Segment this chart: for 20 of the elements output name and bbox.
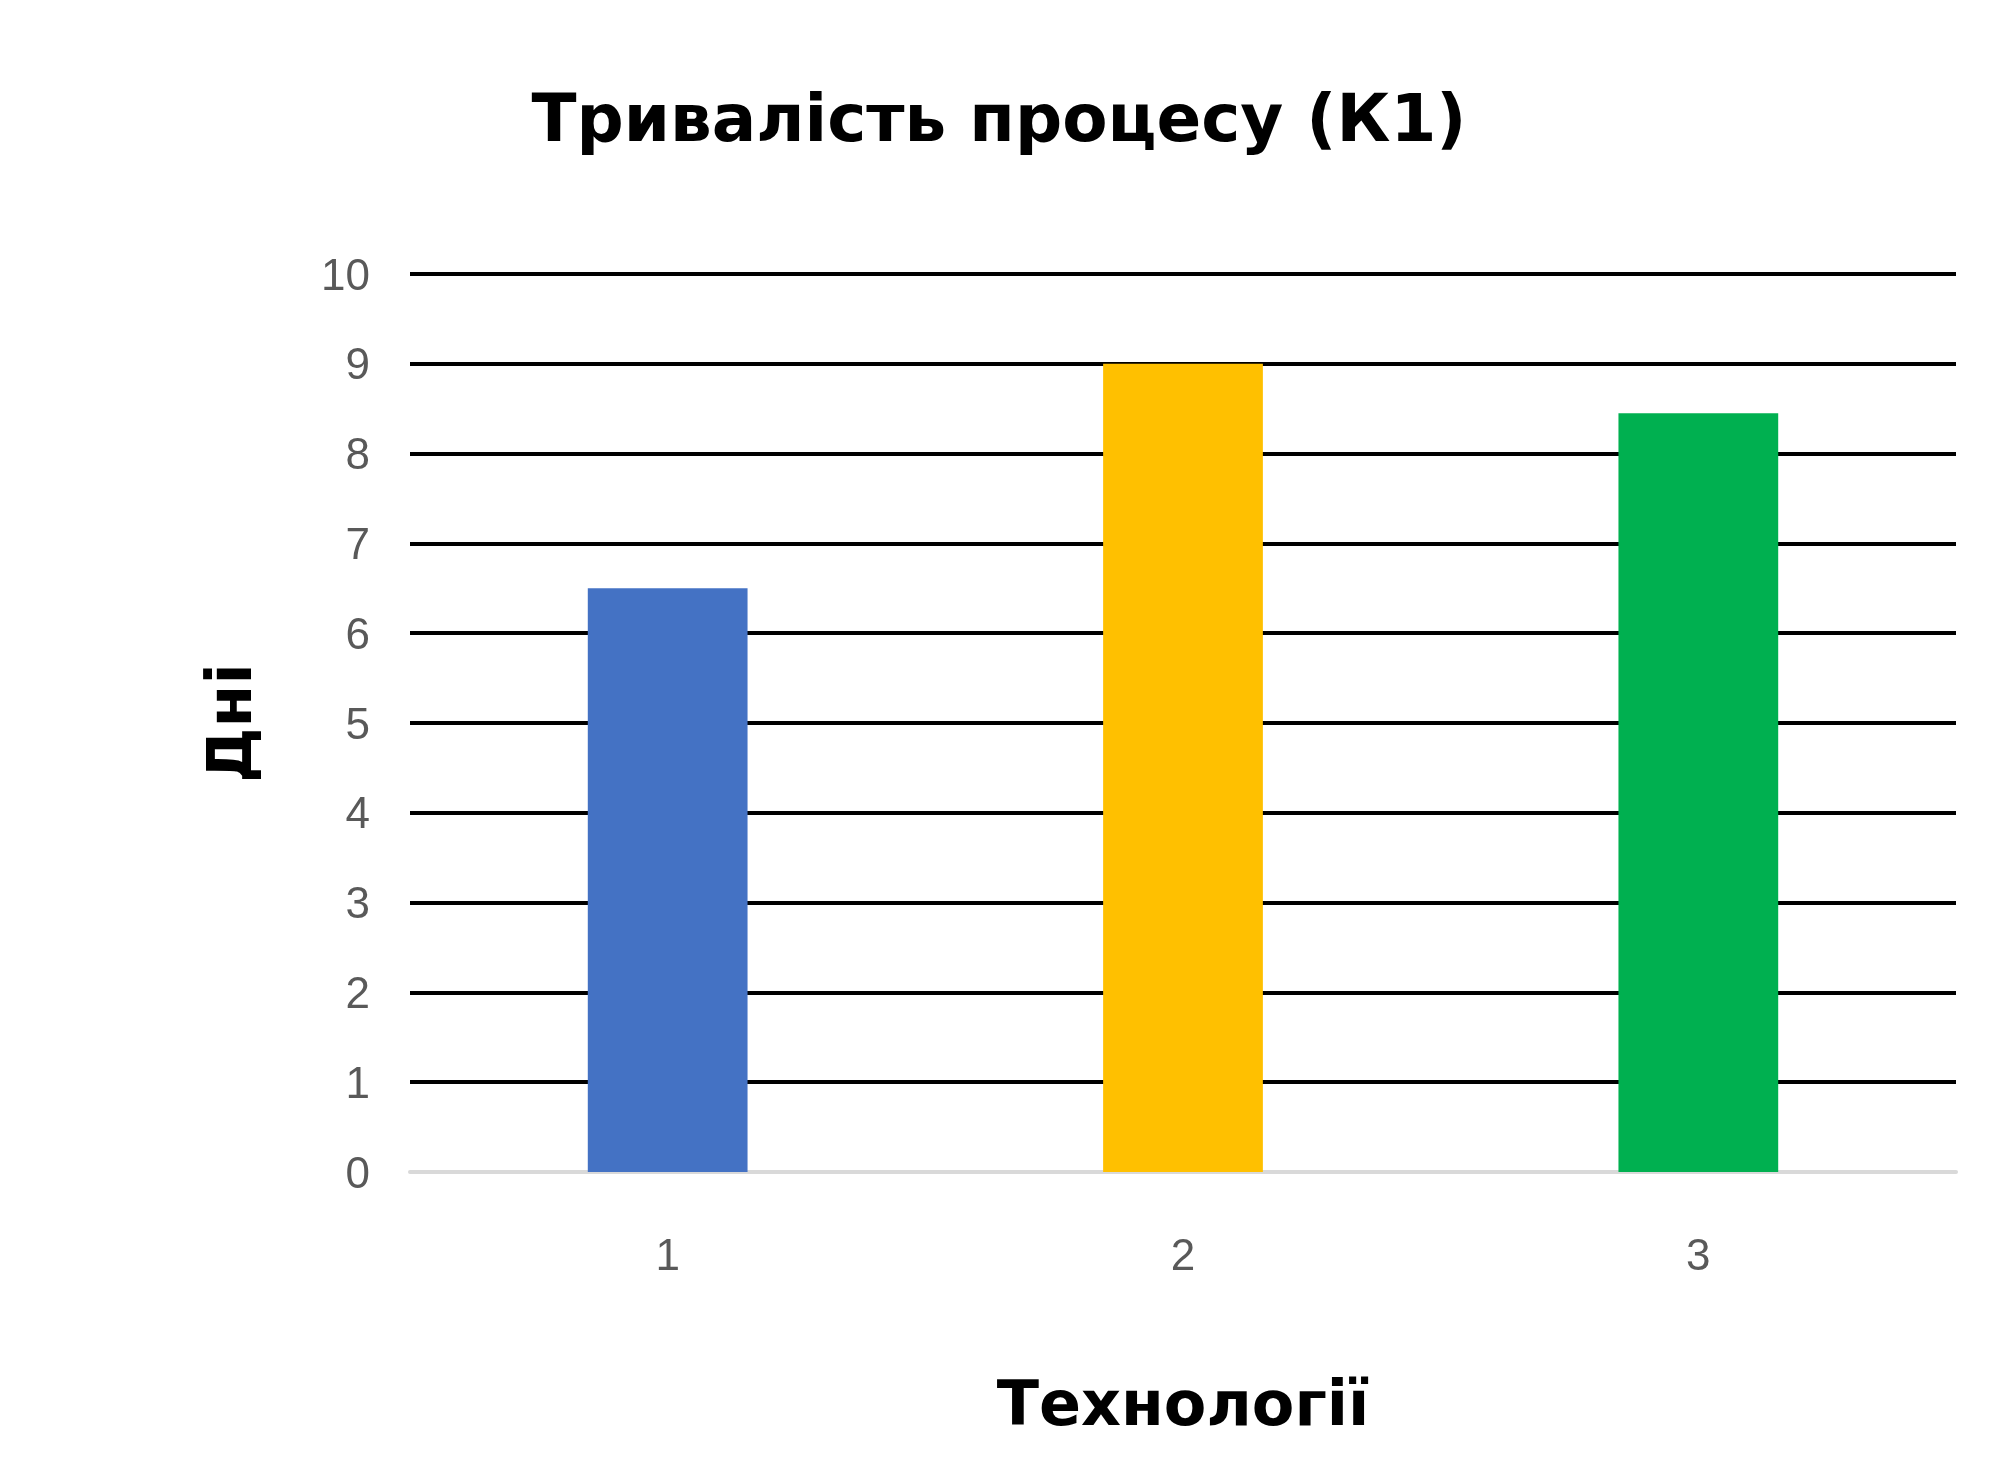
x-tick-label: 1 bbox=[655, 1229, 680, 1279]
y-tick-label: 9 bbox=[345, 339, 370, 389]
y-tick-label: 1 bbox=[345, 1057, 370, 1107]
x-axis-title: Технології bbox=[996, 1366, 1370, 1440]
bar bbox=[1103, 363, 1263, 1172]
x-tick-label: 3 bbox=[1686, 1229, 1711, 1279]
chart-title: Тривалість процесу (К1) bbox=[531, 79, 1467, 157]
y-tick-label: 0 bbox=[345, 1147, 370, 1197]
y-tick-label: 6 bbox=[345, 608, 370, 658]
bar bbox=[587, 588, 748, 1172]
y-tick-label: 5 bbox=[345, 698, 370, 748]
y-tick-label: 4 bbox=[345, 788, 370, 838]
bar bbox=[1618, 413, 1779, 1172]
y-tick-label: 3 bbox=[345, 878, 370, 928]
x-tick-label: 2 bbox=[1170, 1229, 1196, 1279]
y-tick-label: 10 bbox=[321, 249, 370, 299]
y-axis-title: Дні bbox=[192, 663, 266, 783]
y-tick-label: 2 bbox=[345, 967, 370, 1017]
y-tick-label: 8 bbox=[345, 429, 370, 479]
y-tick-label: 7 bbox=[345, 518, 370, 568]
